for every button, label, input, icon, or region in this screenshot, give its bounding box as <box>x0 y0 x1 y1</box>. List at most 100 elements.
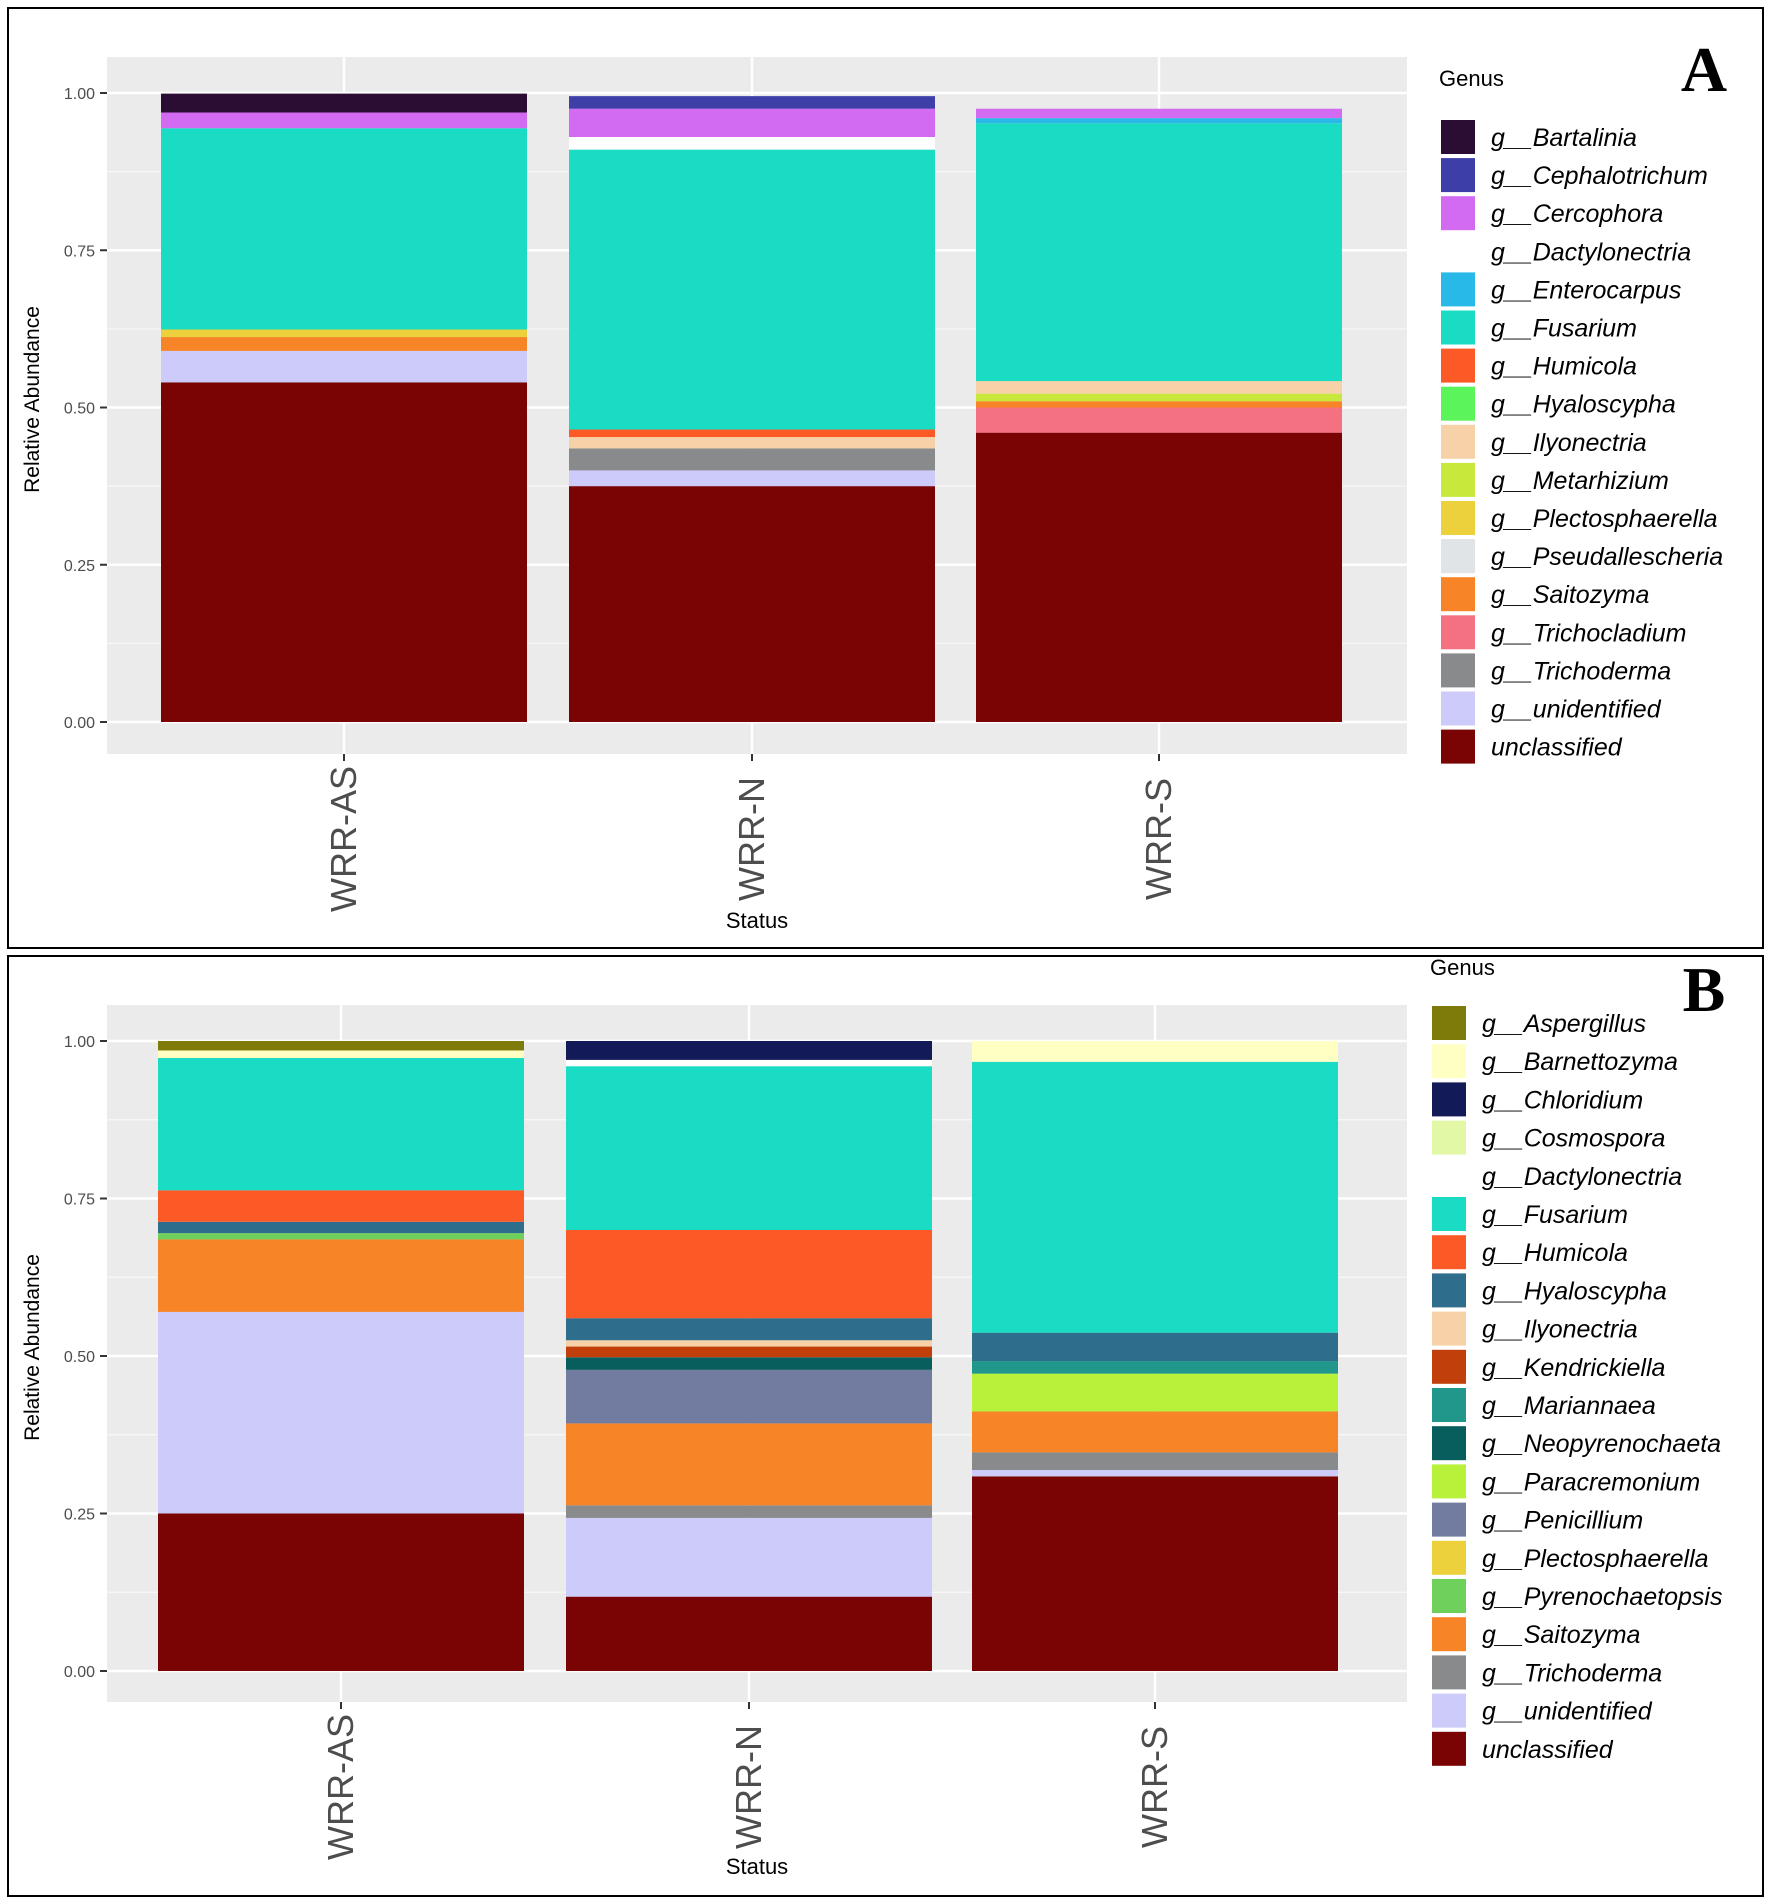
legend-title: Genus <box>1430 957 1495 980</box>
bar-segment <box>972 1041 1338 1062</box>
y-tick-label: 0.25 <box>64 558 95 575</box>
legend-swatch <box>1432 1197 1466 1231</box>
legend-title: Genus <box>1439 66 1504 91</box>
legend-swatch <box>1441 615 1475 650</box>
bar-segment <box>566 1369 932 1424</box>
legend-label: g__Trichoderma <box>1482 1659 1662 1687</box>
x-tick-label: WRR-S <box>1134 1726 1175 1848</box>
legend-label: g__Ilyonectria <box>1491 429 1647 457</box>
bar-segment <box>976 118 1342 124</box>
y-tick-label: 0.50 <box>64 1349 95 1366</box>
bar-segment <box>976 407 1342 433</box>
legend-label: g__unidentified <box>1482 1698 1653 1726</box>
bar-segment <box>566 1059 932 1067</box>
panel-a: 0.00 0.25 0.50 0.75 1.00 WRR-AS WRR-N WRR-S Stat… <box>7 7 1764 949</box>
x-axis-title: Status <box>726 1854 788 1879</box>
legend-swatch <box>1432 1311 1466 1346</box>
legend-label: g__Barnettozyma <box>1482 1048 1678 1076</box>
legend-label: g__Paracremonium <box>1482 1468 1700 1496</box>
bar-segment <box>158 1221 524 1234</box>
bar-segment <box>569 108 935 138</box>
legend-swatch <box>1432 1426 1466 1461</box>
legend-label: g__Humicola <box>1491 353 1637 381</box>
bar-segment <box>972 1061 1338 1333</box>
legend-label: g__Cosmospora <box>1482 1125 1666 1153</box>
legend-label: g__Trichoderma <box>1491 657 1671 685</box>
bar-segment <box>566 1340 932 1347</box>
bar-segment <box>569 437 935 449</box>
chart-b: 0.00 0.25 0.50 0.75 1.00 WRR-AS WRR-N WRR-S Stat… <box>21 957 1725 1879</box>
legend-swatch <box>1441 386 1475 421</box>
bar-segment <box>158 1190 524 1222</box>
legend-label: g__unidentified <box>1491 696 1662 724</box>
legend-swatch <box>1441 462 1475 497</box>
legend-swatch <box>1432 1273 1466 1308</box>
x-tick-label: WRR-AS <box>323 766 364 912</box>
bar-segment <box>161 128 527 330</box>
legend-swatch <box>1441 158 1475 193</box>
bar-segment <box>566 1041 932 1060</box>
bar-segment <box>566 1318 932 1341</box>
y-tick-label: 0.00 <box>64 1664 95 1681</box>
legend-swatch <box>1441 501 1475 535</box>
legend-label: g__Metarhizium <box>1491 467 1669 495</box>
bar-segment <box>158 1058 524 1191</box>
bar-segment <box>566 1346 932 1358</box>
legend-label: g__Bartalinia <box>1491 124 1637 152</box>
bar-segment <box>569 149 935 430</box>
bar-segment <box>161 350 527 383</box>
legend-label: g__Pseudallescheria <box>1491 543 1723 571</box>
legend-swatch <box>1432 1579 1466 1613</box>
bar-segment <box>161 112 527 129</box>
bar-segment <box>158 1041 524 1051</box>
legend-swatch <box>1441 691 1475 726</box>
legend-label: g__Fusarium <box>1491 315 1637 343</box>
y-tick-label: 0.75 <box>64 243 95 260</box>
legend-swatch <box>1441 539 1475 574</box>
bar-segment <box>976 108 1342 119</box>
x-axis-title: Status <box>726 908 788 933</box>
legend-swatch <box>1432 1349 1466 1384</box>
y-tick-label: 0.75 <box>64 1192 95 1209</box>
bar-segment <box>976 393 1342 402</box>
legend-swatch <box>1432 1082 1466 1117</box>
legend-swatch <box>1441 234 1475 269</box>
bar-segment <box>569 137 935 150</box>
legend-swatch <box>1432 1235 1466 1270</box>
legend-label: g__Humicola <box>1482 1239 1628 1267</box>
legend-label: g__Neopyrenochaeta <box>1482 1430 1721 1458</box>
legend-swatch <box>1441 272 1475 307</box>
y-tick-label: 1.00 <box>64 1034 95 1051</box>
legend-label: g__Hyaloscypha <box>1491 391 1676 419</box>
legend-swatch <box>1432 1540 1466 1575</box>
bar-segment <box>972 1332 1338 1362</box>
bar-segment <box>566 1230 932 1319</box>
legend-swatch <box>1441 729 1475 764</box>
y-tick-label: 0.25 <box>64 1507 95 1524</box>
bar-segment <box>161 93 527 113</box>
legend-label: g__Fusarium <box>1482 1201 1628 1229</box>
bar-segment <box>566 1357 932 1370</box>
bar-segment <box>566 1596 932 1671</box>
bar-segment <box>569 96 935 109</box>
bar-segment <box>976 123 1342 382</box>
legend-swatch <box>1432 1120 1466 1155</box>
bar-segment <box>972 1361 1338 1374</box>
legend-label: g__Mariannaea <box>1482 1392 1656 1420</box>
legend-label: g__Trichocladium <box>1491 619 1686 647</box>
legend-swatch <box>1441 196 1475 231</box>
legend-label: g__Plectosphaerella <box>1491 505 1718 533</box>
chart-a: 0.00 0.25 0.50 0.75 1.00 WRR-AS WRR-N WRR-S Stat… <box>21 34 1727 933</box>
legend-label: g__Pyrenochaetopsis <box>1482 1583 1722 1611</box>
bar-segment <box>976 381 1342 394</box>
legend-label: g__Hyaloscypha <box>1482 1277 1667 1305</box>
bar-segment <box>569 448 935 471</box>
legend-label: g__Aspergillus <box>1482 1010 1646 1038</box>
legend-swatch <box>1432 1464 1466 1499</box>
legend-label: unclassified <box>1491 734 1623 762</box>
legend-label: g__Dactylonectria <box>1482 1163 1682 1191</box>
bar-segment <box>158 1513 524 1671</box>
bar-segment <box>569 486 935 722</box>
y-tick-label: 0.00 <box>64 715 95 732</box>
bar-segment <box>566 1423 932 1506</box>
